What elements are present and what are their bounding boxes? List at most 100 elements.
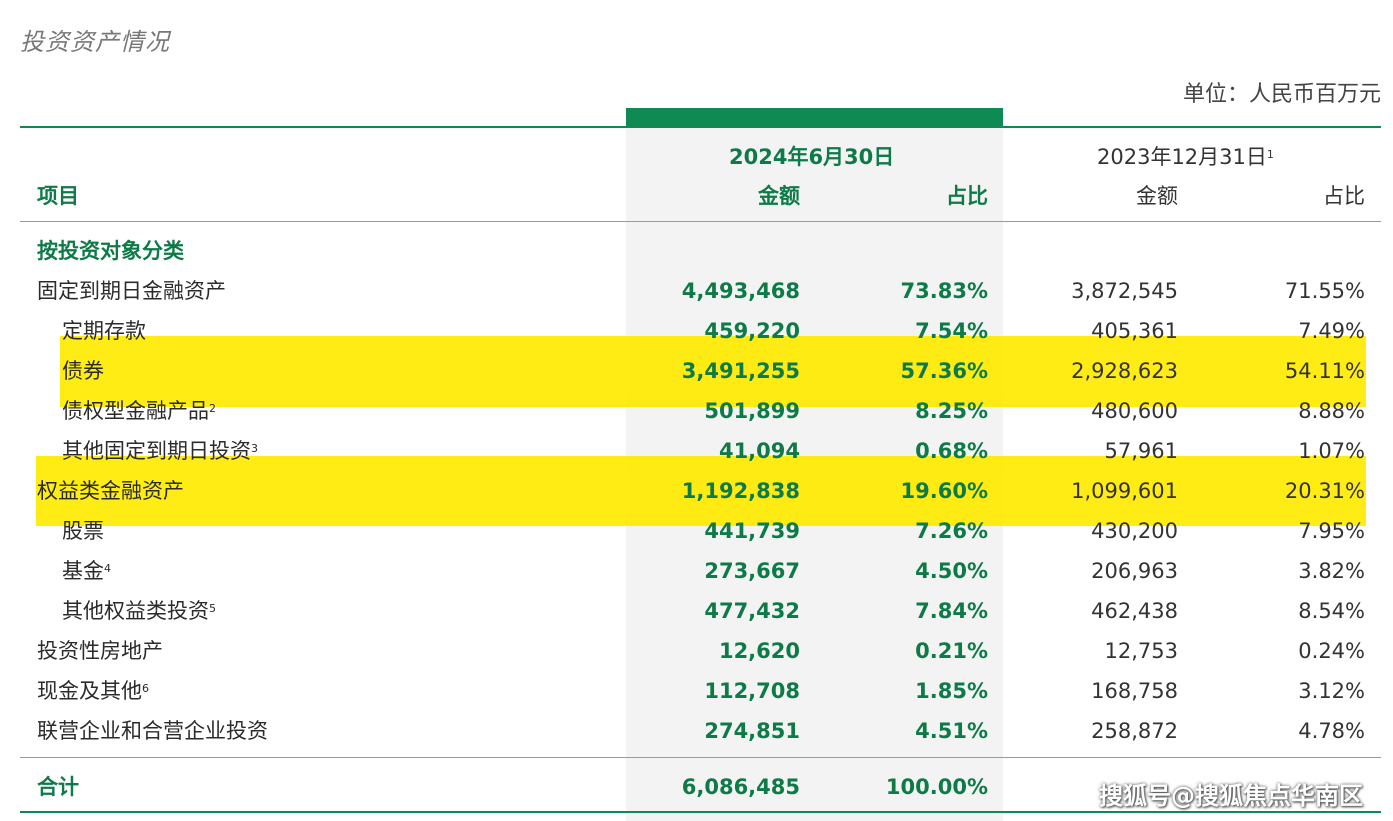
total-row: 合计 6,086,485 100.00% xyxy=(0,767,1393,807)
prior-amount: 1,099,601 xyxy=(1071,479,1178,503)
prior-ratio: 8.88% xyxy=(1298,399,1365,423)
section-row: 按投资对象分类 xyxy=(0,231,1393,271)
row-footnote: 2 xyxy=(209,402,216,415)
row-label: 其他固定到期日投资3 xyxy=(62,439,258,463)
row-label: 现金及其他6 xyxy=(37,679,149,703)
prior-amount: 430,200 xyxy=(1091,519,1178,543)
prior-amount: 57,961 xyxy=(1104,439,1178,463)
prior-ratio: 1.07% xyxy=(1298,439,1365,463)
item-column-header: 项目 xyxy=(37,184,79,208)
current-amount: 12,620 xyxy=(718,639,800,663)
highlight-bonds-row xyxy=(60,336,1366,407)
period-prior-footnote: 1 xyxy=(1266,148,1274,161)
table-row: 权益类金融资产 1,192,838 19.60% 1,099,601 20.31… xyxy=(0,471,1393,511)
total-current-ratio: 100.00% xyxy=(885,775,988,799)
table-row: 现金及其他6 112,708 1.85% 168,758 3.12% xyxy=(0,671,1393,711)
current-period-header-bar xyxy=(626,108,1003,126)
period-prior-header: 2023年12月31日1 xyxy=(1097,145,1274,169)
current-ratio: 8.25% xyxy=(915,399,988,423)
current-ratio: 7.84% xyxy=(915,599,988,623)
row-label: 股票 xyxy=(62,519,104,543)
section-label: 按投资对象分类 xyxy=(37,239,184,263)
row-label: 基金4 xyxy=(62,559,111,583)
highlight-equity-row xyxy=(36,456,1366,526)
table-row: 固定到期日金融资产 4,493,468 73.83% 3,872,545 71.… xyxy=(0,271,1393,311)
table-row: 基金4 273,667 4.50% 206,963 3.82% xyxy=(0,551,1393,591)
current-amount: 1,192,838 xyxy=(681,479,800,503)
current-ratio: 0.21% xyxy=(915,639,988,663)
current-ratio-header: 占比 xyxy=(946,184,988,208)
current-ratio: 7.26% xyxy=(915,519,988,543)
prior-amount: 258,872 xyxy=(1091,719,1178,743)
prior-amount: 480,600 xyxy=(1091,399,1178,423)
current-amount: 459,220 xyxy=(704,319,800,343)
prior-ratio: 3.12% xyxy=(1298,679,1365,703)
current-amount: 273,667 xyxy=(704,559,800,583)
table-header-rule xyxy=(20,221,1381,222)
current-amount: 112,708 xyxy=(704,679,800,703)
prior-amount: 2,928,623 xyxy=(1071,359,1178,383)
prior-ratio: 71.55% xyxy=(1284,279,1365,303)
prior-amount: 405,361 xyxy=(1091,319,1178,343)
row-label: 债券 xyxy=(62,359,104,383)
prior-ratio: 0.24% xyxy=(1298,639,1365,663)
current-amount: 3,491,255 xyxy=(681,359,800,383)
table-row: 债权型金融产品2 501,899 8.25% 480,600 8.88% xyxy=(0,391,1393,431)
prior-ratio: 8.54% xyxy=(1298,599,1365,623)
prior-amount: 3,872,545 xyxy=(1071,279,1178,303)
row-label: 联营企业和合营企业投资 xyxy=(37,719,268,743)
row-footnote: 5 xyxy=(209,602,216,615)
row-label: 权益类金融资产 xyxy=(37,479,184,503)
page-title: 投资资产情况 xyxy=(20,28,170,56)
current-amount: 477,432 xyxy=(704,599,800,623)
prior-amount: 462,438 xyxy=(1091,599,1178,623)
current-amount: 441,739 xyxy=(704,519,800,543)
prior-ratio: 3.82% xyxy=(1298,559,1365,583)
current-ratio: 1.85% xyxy=(915,679,988,703)
prior-amount: 12,753 xyxy=(1104,639,1178,663)
row-footnote: 6 xyxy=(142,682,149,695)
prior-ratio: 7.49% xyxy=(1298,319,1365,343)
prior-ratio: 4.78% xyxy=(1298,719,1365,743)
current-amount: 274,851 xyxy=(704,719,800,743)
row-label: 其他权益类投资5 xyxy=(62,599,216,623)
prior-amount: 206,963 xyxy=(1091,559,1178,583)
table-row: 定期存款 459,220 7.54% 405,361 7.49% xyxy=(0,311,1393,351)
table-bottom-rule xyxy=(20,811,1381,813)
total-current-amount: 6,086,485 xyxy=(681,775,800,799)
current-ratio: 4.51% xyxy=(915,719,988,743)
row-footnote: 4 xyxy=(104,562,111,575)
row-footnote: 3 xyxy=(251,442,258,455)
table-row: 债券 3,491,255 57.36% 2,928,623 54.11% xyxy=(0,351,1393,391)
table-row: 其他权益类投资5 477,432 7.84% 462,438 8.54% xyxy=(0,591,1393,631)
row-label: 投资性房地产 xyxy=(37,639,163,663)
current-ratio: 73.83% xyxy=(900,279,988,303)
table-row: 股票 441,739 7.26% 430,200 7.95% xyxy=(0,511,1393,551)
row-label: 定期存款 xyxy=(62,319,146,343)
prior-ratio-header: 占比 xyxy=(1323,184,1365,208)
current-ratio: 19.60% xyxy=(900,479,988,503)
current-amount-header: 金额 xyxy=(758,184,800,208)
table-total-rule xyxy=(20,757,1381,758)
current-amount: 4,493,468 xyxy=(681,279,800,303)
current-ratio: 0.68% xyxy=(915,439,988,463)
current-ratio: 57.36% xyxy=(900,359,988,383)
prior-amount-header: 金额 xyxy=(1136,184,1178,208)
current-amount: 41,094 xyxy=(718,439,800,463)
current-ratio: 4.50% xyxy=(915,559,988,583)
prior-ratio: 54.11% xyxy=(1284,359,1365,383)
total-label: 合计 xyxy=(37,775,79,799)
current-ratio: 7.54% xyxy=(915,319,988,343)
unit-label: 单位：人民币百万元 xyxy=(1182,82,1381,107)
prior-ratio: 20.31% xyxy=(1284,479,1365,503)
row-label: 固定到期日金融资产 xyxy=(37,279,226,303)
prior-ratio: 7.95% xyxy=(1298,519,1365,543)
table-row: 投资性房地产 12,620 0.21% 12,753 0.24% xyxy=(0,631,1393,671)
period-current-header: 2024年6月30日 xyxy=(729,145,895,169)
current-amount: 501,899 xyxy=(704,399,800,423)
prior-amount: 168,758 xyxy=(1091,679,1178,703)
table-row: 其他固定到期日投资3 41,094 0.68% 57,961 1.07% xyxy=(0,431,1393,471)
row-label: 债权型金融产品2 xyxy=(62,399,216,423)
table-top-rule xyxy=(20,126,1381,128)
watermark: 搜狐号@搜狐焦点华南区 xyxy=(1099,782,1363,810)
